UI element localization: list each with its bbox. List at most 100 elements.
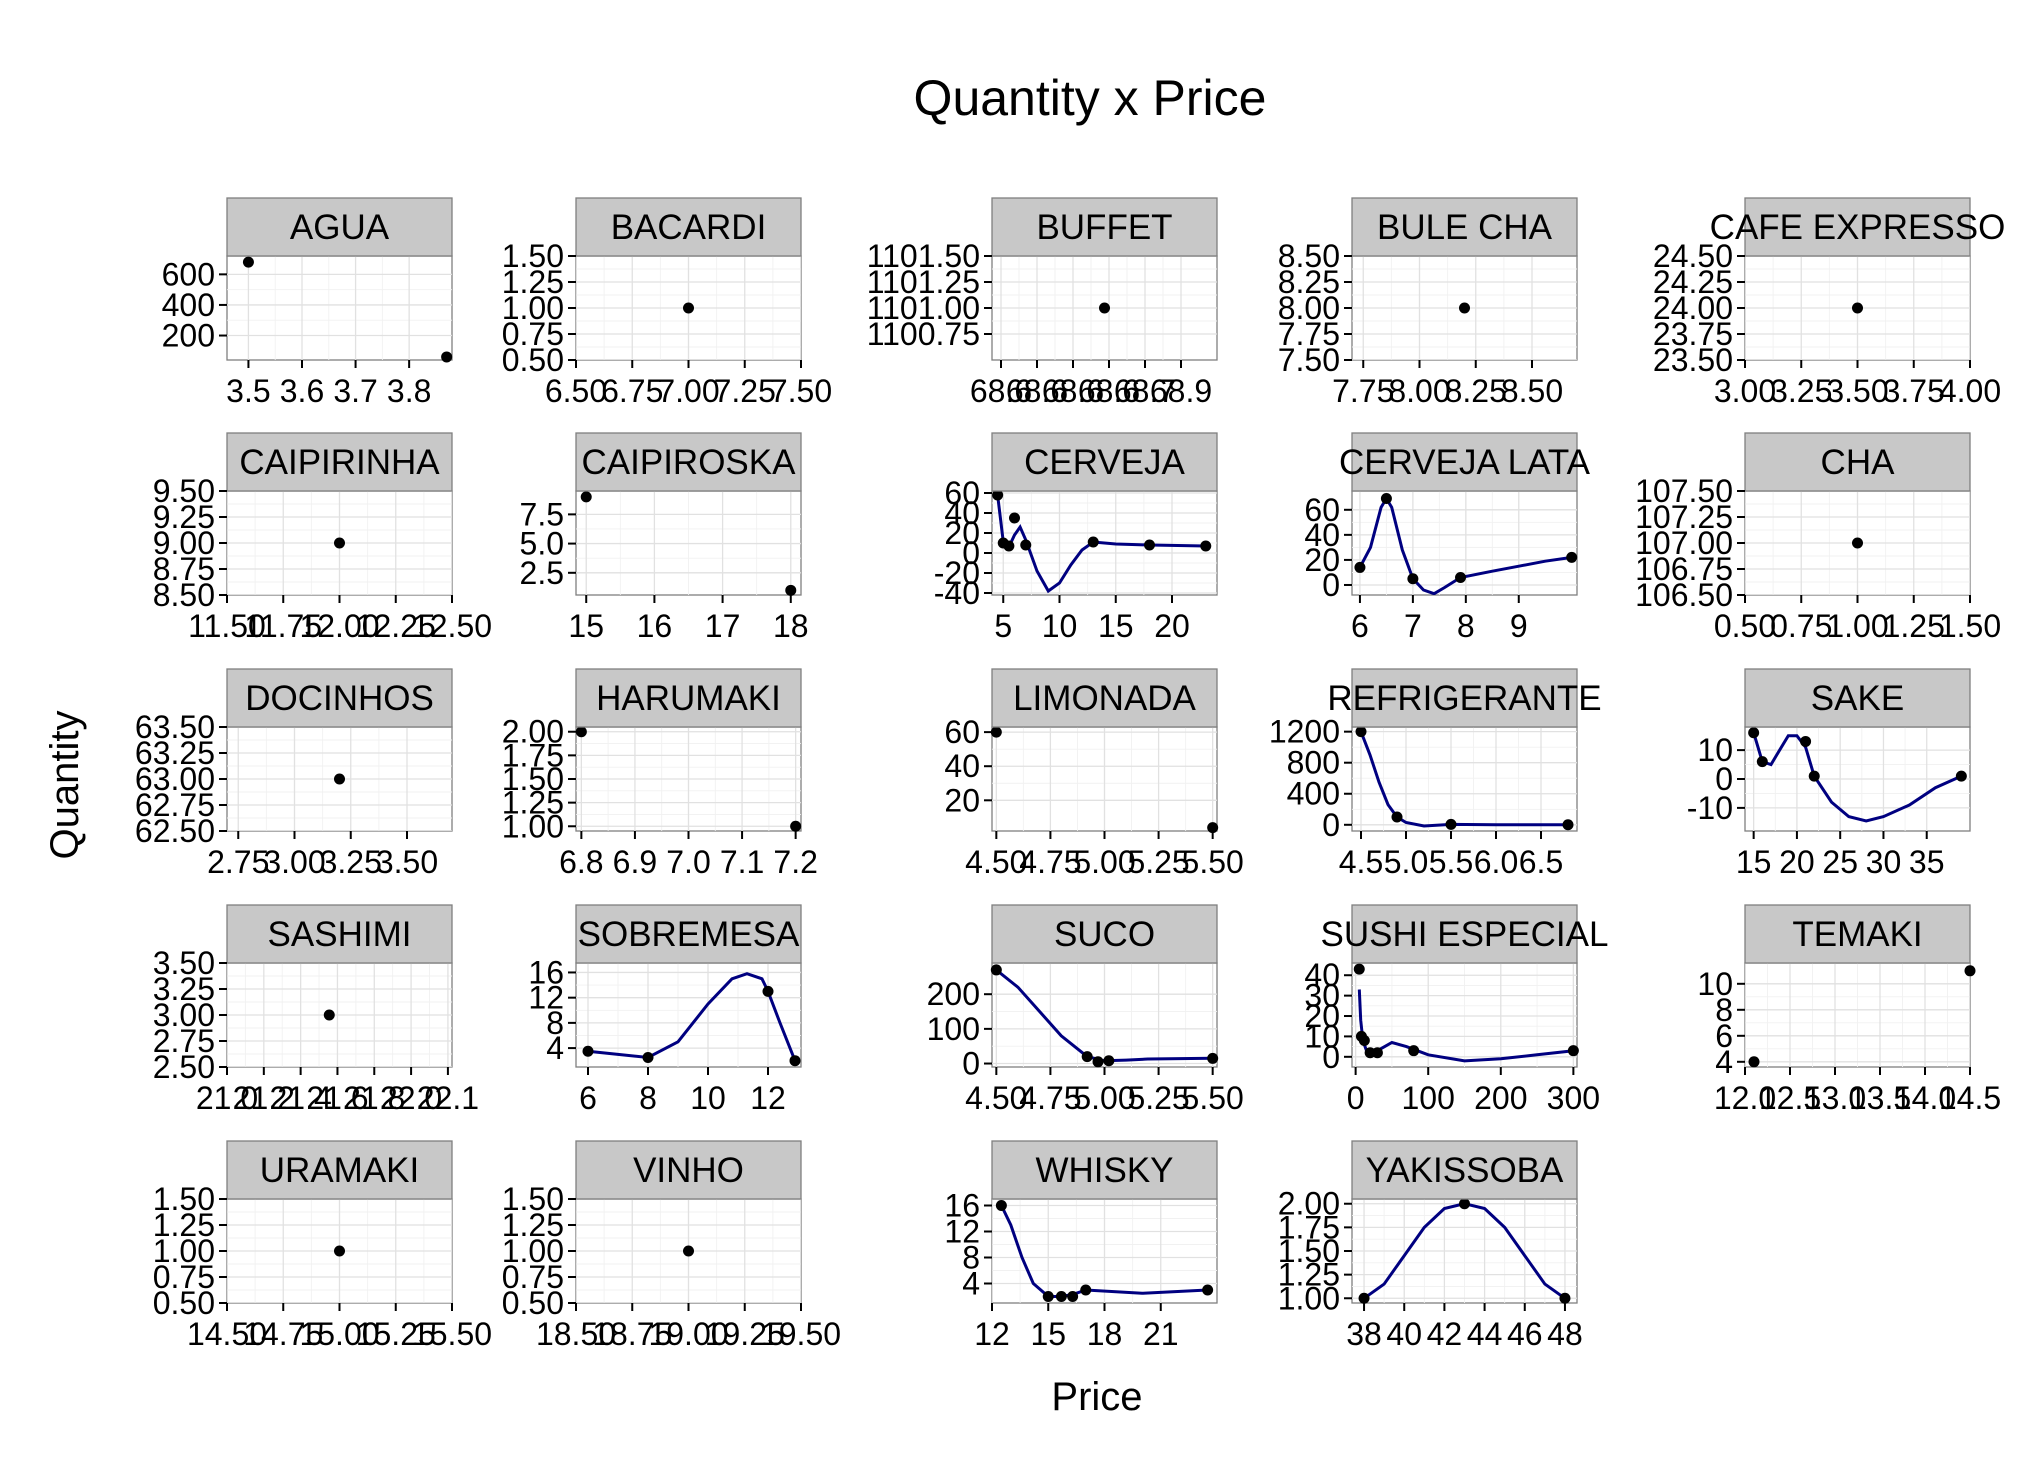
data-point-suco-3 [1092, 1056, 1104, 1068]
x-tick-label: 18 [1087, 1316, 1123, 1352]
y-tick-label: 8.25 [1278, 264, 1340, 300]
data-point-vinho-1 [683, 1245, 694, 1257]
data-point-sobremesa-1 [582, 1045, 594, 1057]
y-tick-label: 106.50 [1635, 577, 1733, 613]
y-tick-label: 2.50 [153, 1049, 215, 1085]
y-tick-label: 3.00 [153, 997, 215, 1033]
data-point-uramaki-1 [334, 1245, 345, 1257]
y-tick-label: 12 [944, 1214, 980, 1250]
y-tick-label: 3.50 [153, 945, 215, 981]
data-point-harumaki-2 [790, 820, 802, 832]
strip-background [1744, 904, 1971, 964]
data-point-suco-2 [1081, 1051, 1093, 1063]
x-tick-label: 300 [1547, 1080, 1600, 1116]
y-tick-label: 1.50 [502, 761, 564, 797]
strip-label: AGUA [290, 208, 390, 247]
data-point-cerveja-3 [1003, 540, 1015, 552]
x-tick-label: 12 [750, 1080, 786, 1116]
x-tick-label: 0.75 [1770, 608, 1832, 644]
y-tick-label: 107.25 [1635, 499, 1733, 535]
x-tick-label: 4.50 [965, 1080, 1027, 1116]
data-point-suco-1 [990, 964, 1002, 976]
panel-background [1351, 726, 1578, 832]
x-tick-label: 12.0 [1714, 1080, 1776, 1116]
x-tick-label: 18.75 [592, 1316, 672, 1352]
strip-background [575, 668, 802, 728]
x-tick-label: 20 [1154, 608, 1190, 644]
y-tick-label: 30 [1304, 978, 1340, 1014]
strip-background [1744, 432, 1971, 492]
data-point-limonada-1 [990, 726, 1002, 738]
panel-plot-area [992, 1199, 1217, 1303]
y-tick-label: 400 [1287, 776, 1340, 812]
x-tick-label: 7.2 [773, 844, 817, 880]
panel-plot-area [227, 963, 452, 1067]
data-point-sushi-especial-5 [1371, 1047, 1383, 1059]
x-tick-label: 20 [1779, 844, 1815, 880]
data-point-cerveja-lata-5 [1566, 551, 1578, 563]
x-tick-label: 21.2 [233, 1080, 295, 1116]
strip-label: WHISKY [1035, 1151, 1173, 1190]
y-tick-label: 16 [944, 1188, 980, 1224]
data-point-cafe-expresso-1 [1852, 302, 1863, 314]
data-point-cerveja-6 [1087, 536, 1099, 548]
x-tick-label: 5.5 [1429, 844, 1473, 880]
y-tick-label: 20 [944, 782, 980, 818]
y-tick-label: -10 [1687, 790, 1733, 826]
y-axis-title: Quantity [43, 711, 87, 860]
y-tick-label: 2.00 [1278, 1186, 1340, 1222]
x-tick-label: 7.1 [720, 844, 764, 880]
y-tick-label: 24.25 [1653, 264, 1733, 300]
y-tick-label: 20 [1304, 998, 1340, 1034]
data-point-sake-4 [1808, 770, 1820, 782]
strip-label: CERVEJA [1024, 443, 1185, 482]
x-tick-label: 1.50 [1939, 608, 2001, 644]
y-tick-label: 9.00 [153, 525, 215, 561]
panel-background [226, 255, 453, 361]
y-tick-label: -40 [934, 575, 980, 611]
x-tick-label: 5.50 [1182, 1080, 1244, 1116]
strip-background [1351, 432, 1578, 492]
strip-background [991, 432, 1218, 492]
facet-cafe-expresso: CAFE EXPRESSO 3.003.253.503.754.00 23.5023… [1653, 197, 2005, 409]
strip-background [991, 197, 1218, 257]
strip-label: BULE CHA [1377, 208, 1553, 247]
panel-plot-area [992, 256, 1217, 360]
y-tick-label: 62.50 [135, 813, 215, 849]
strip-label: DOCINHOS [245, 679, 434, 718]
y-tick-label: -20 [934, 555, 980, 591]
data-point-whisky-5 [1080, 1284, 1092, 1296]
strip-background [226, 197, 453, 257]
strip-background [1744, 197, 1971, 257]
x-tick-label: 8.25 [1445, 373, 1507, 409]
x-tick-label: 8.00 [1388, 373, 1450, 409]
strip-background [226, 432, 453, 492]
panel-plot-area [576, 727, 801, 831]
x-tick-label: 100 [1402, 1080, 1455, 1116]
y-tick-label: 8.50 [153, 577, 215, 613]
data-point-cha-1 [1852, 537, 1863, 549]
data-point-cerveja-1 [992, 489, 1004, 501]
y-tick-label: 1.00 [502, 1233, 564, 1269]
y-tick-label: 0 [1715, 761, 1733, 797]
x-tick-label: 21.4 [269, 1080, 331, 1116]
facet-caipiroska: CAIPIROSKA 15 16 17 18 2.55.07.5 [520, 432, 809, 644]
x-tick-label: 6.50 [545, 373, 607, 409]
panel-plot-area [992, 491, 1217, 595]
x-tick-label: 0 [1347, 1080, 1365, 1116]
y-tick-label: 10 [1697, 732, 1733, 768]
panel-plot-area [1352, 256, 1577, 360]
facet-buffet: BUFFET68.668.668.668.668.768.91100.75110… [867, 197, 1218, 409]
x-tick-label: 200 [1474, 1080, 1527, 1116]
x-tick-label: 5.25 [1127, 1080, 1189, 1116]
x-tick-label: 42 [1427, 1316, 1463, 1352]
y-tick-label: 1101.00 [867, 290, 980, 326]
x-tick-label: 5.0 [1384, 844, 1428, 880]
x-tick-label: 4.75 [1019, 1080, 1081, 1116]
facet-vinho: VINHO18.5018.7519.0019.2519.500.500.751.… [502, 1140, 841, 1352]
y-tick-label: 1.00 [153, 1233, 215, 1269]
panel-plot-area [227, 256, 452, 360]
y-tick-label: 107.50 [1635, 473, 1733, 509]
